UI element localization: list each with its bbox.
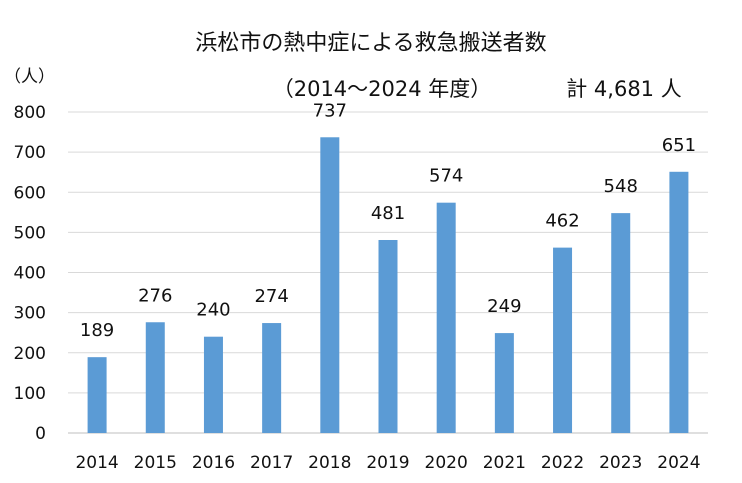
x-tick-label: 2015: [134, 453, 177, 473]
x-tick-label: 2020: [425, 453, 468, 473]
x-tick-label: 2024: [657, 453, 700, 473]
y-tick-label: 800: [14, 103, 46, 123]
data-label-2024: 651: [662, 135, 696, 156]
y-tick-label: 400: [14, 264, 46, 284]
bar-2017: [262, 323, 282, 433]
bar-2018: [320, 137, 340, 433]
y-tick-label: 200: [14, 344, 46, 364]
data-label-2014: 189: [80, 320, 114, 341]
x-tick-label: 2021: [483, 453, 526, 473]
data-label-2020: 574: [429, 166, 463, 187]
bar-2019: [378, 239, 398, 433]
data-label-2018: 737: [313, 100, 347, 121]
y-tick-label: 700: [14, 143, 46, 163]
data-label-2016: 240: [196, 300, 230, 321]
y-tick-label: 300: [14, 304, 46, 324]
bar-2016: [203, 336, 223, 433]
chart-title: 浜松市の熱中症による救急搬送者数: [195, 31, 546, 56]
bars: [87, 137, 689, 433]
x-tick-label: 2019: [366, 453, 409, 473]
bar-2021: [494, 333, 514, 433]
x-tick-label: 2014: [75, 453, 118, 473]
bar-2015: [145, 322, 165, 433]
y-axis-ticks: 0 100 200 300 400 500 600 700 800: [14, 103, 46, 444]
x-tick-label: 2017: [250, 453, 293, 473]
y-axis-label: （人）: [4, 67, 55, 87]
x-axis-ticks: 2014 2015 2016 2017 2018 2019 2020 2021 2022 2023…: [75, 453, 700, 473]
x-tick-label: 2023: [599, 453, 642, 473]
total-label: 計 4,681 人: [566, 77, 681, 101]
bar-2022: [553, 247, 573, 433]
data-label-2023: 548: [604, 176, 638, 197]
bar-2024: [669, 171, 689, 433]
bar-2020: [436, 202, 456, 433]
y-tick-label: 600: [14, 183, 46, 203]
data-labels: 189 276 240 274 737 481 574 249 462 548 651: [80, 100, 696, 341]
y-tick-label: 100: [14, 384, 46, 404]
x-tick-label: 2016: [192, 453, 235, 473]
bar-2023: [611, 213, 631, 433]
x-tick-label: 2022: [541, 453, 584, 473]
y-tick-label: 500: [14, 223, 46, 243]
data-label-2017: 274: [254, 286, 288, 307]
data-label-2022: 462: [545, 211, 579, 232]
data-label-2019: 481: [371, 203, 405, 224]
bar-2014: [87, 357, 107, 433]
data-label-2021: 249: [487, 296, 521, 317]
y-tick-label: 0: [35, 424, 46, 444]
data-label-2015: 276: [138, 285, 172, 306]
chart-subtitle: （2014～2024 年度）: [273, 77, 492, 101]
x-tick-label: 2018: [308, 453, 351, 473]
